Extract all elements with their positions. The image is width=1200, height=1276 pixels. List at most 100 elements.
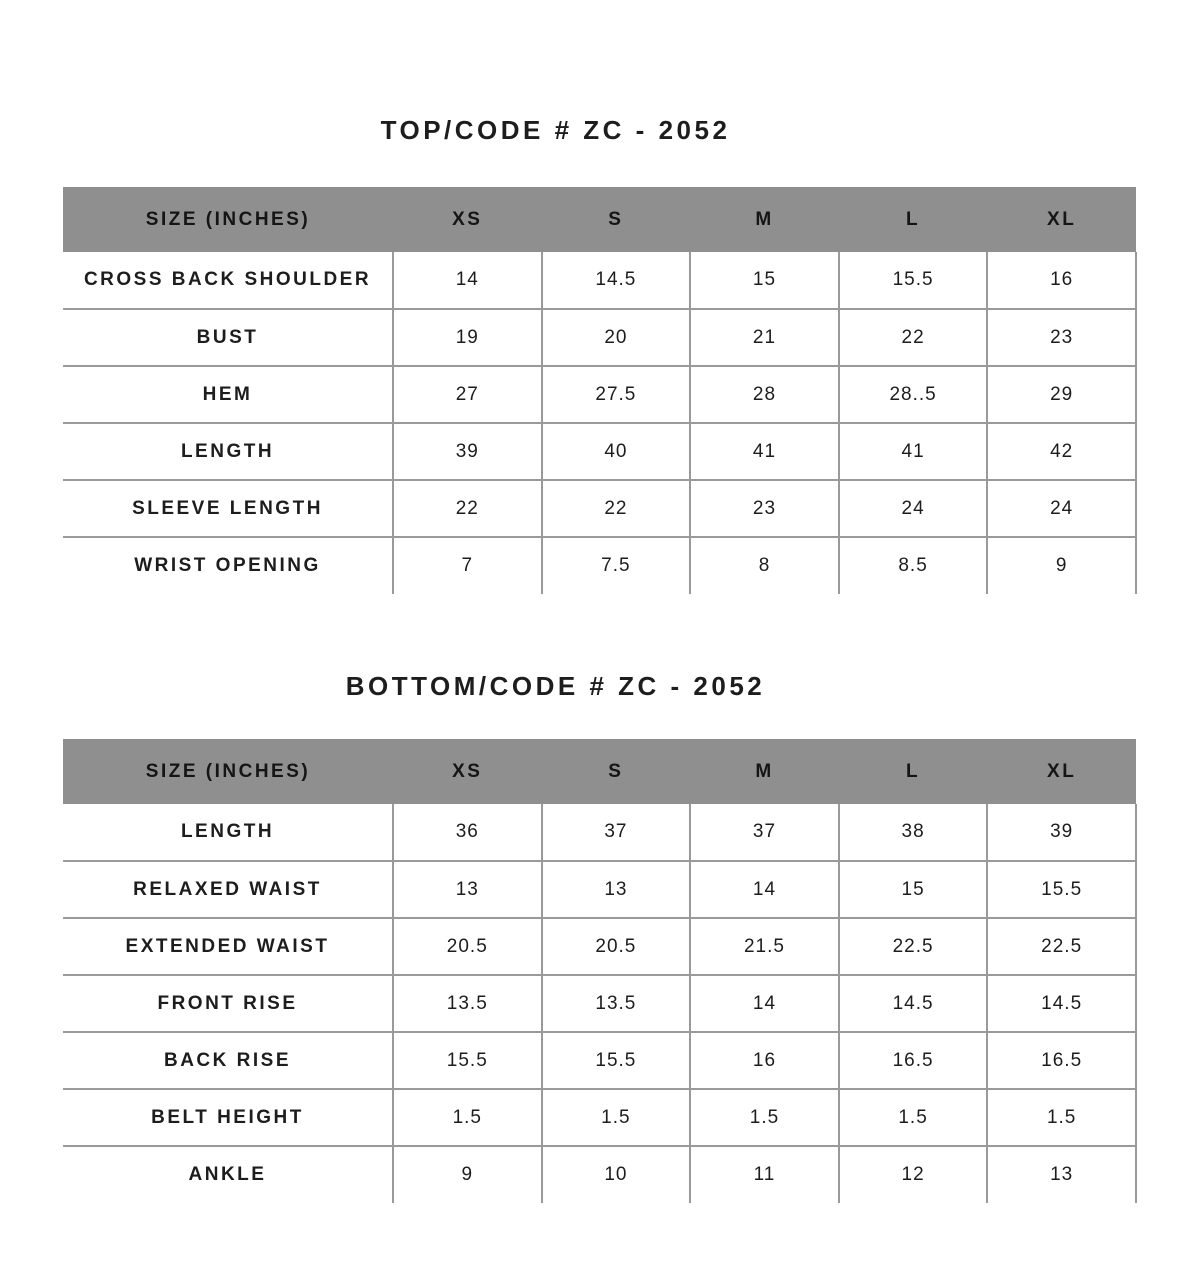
size-value-cell: 7.5 bbox=[540, 536, 691, 594]
header-cell-size-inches: SIZE (INCHES) bbox=[63, 739, 393, 804]
bottom-size-table: SIZE (INCHES) XS S M L XL LENGTH 36 37 37 38… bbox=[63, 739, 1137, 1203]
size-value-cell: 19 bbox=[392, 308, 542, 366]
row-label: ANKLE bbox=[63, 1145, 393, 1203]
size-value-cell: 15.5 bbox=[540, 1031, 691, 1089]
table-row: BACK RISE 15.5 15.5 16 16.5 16.5 bbox=[63, 1031, 1137, 1089]
header-cell-xl: XL bbox=[987, 739, 1136, 804]
size-value-cell: 22 bbox=[540, 479, 691, 537]
size-value-cell: 22 bbox=[837, 308, 988, 366]
size-value-cell: 42 bbox=[986, 422, 1137, 480]
size-value-cell: 14 bbox=[689, 860, 839, 918]
size-value-cell: 22.5 bbox=[986, 917, 1137, 975]
size-value-cell: 7 bbox=[392, 536, 542, 594]
table-row: HEM 27 27.5 28 28..5 29 bbox=[63, 365, 1137, 423]
header-cell-l: L bbox=[838, 739, 988, 804]
table-row: FRONT RISE 13.5 13.5 14 14.5 14.5 bbox=[63, 974, 1137, 1032]
size-value-cell: 21.5 bbox=[689, 917, 839, 975]
size-value-cell: 20.5 bbox=[540, 917, 691, 975]
row-label: SLEEVE LENGTH bbox=[63, 479, 393, 537]
row-label: LENGTH bbox=[180, 821, 275, 842]
row-label: BELT HEIGHT bbox=[63, 1088, 393, 1146]
header-cell-xl: XL bbox=[987, 187, 1136, 252]
size-value-cell: 14 bbox=[392, 252, 542, 309]
top-table-title: TOP/CODE # ZC - 2052 bbox=[380, 115, 731, 145]
size-value-cell: 41 bbox=[689, 422, 839, 480]
size-value-cell: 14.5 bbox=[837, 974, 988, 1032]
size-value-cell: 14 bbox=[689, 974, 839, 1032]
size-value-cell: 16.5 bbox=[837, 1031, 988, 1089]
row-label: BUST bbox=[63, 308, 393, 366]
table-row: BUST 19 20 21 22 23 bbox=[63, 308, 1137, 366]
size-value-cell: 14.5 bbox=[540, 252, 691, 309]
size-value-cell: 1.5 bbox=[837, 1088, 988, 1146]
top-table-header: SIZE (INCHES) XS S M L XL bbox=[63, 187, 1136, 252]
size-value-cell: 36 bbox=[392, 804, 542, 861]
size-value-cell: 27 bbox=[392, 365, 542, 423]
row-label: EXTENDED WAIST bbox=[63, 917, 393, 975]
bottom-table-body: LENGTH 36 37 37 38 39 RELAXED WAIST 13 13 14 15 15.… bbox=[63, 804, 1137, 1203]
bottom-table-header: SIZE (INCHES) XS S M L XL bbox=[63, 739, 1136, 804]
row-label: HEM bbox=[63, 365, 393, 423]
size-value-cell: 38 bbox=[837, 804, 988, 861]
size-value-cell: 37 bbox=[540, 804, 691, 861]
size-value-cell: 23 bbox=[689, 479, 839, 537]
size-value-cell: 9 bbox=[986, 536, 1137, 594]
table-row: ANKLE 9 10 11 12 13 bbox=[63, 1145, 1137, 1203]
size-value-cell: 37 bbox=[689, 804, 839, 861]
row-label: BACK RISE bbox=[63, 1031, 393, 1089]
size-value-cell: 23 bbox=[986, 308, 1137, 366]
size-value-cell: 15 bbox=[689, 252, 839, 309]
size-value-cell: 13 bbox=[986, 1145, 1137, 1203]
size-value-cell: 16 bbox=[689, 1031, 839, 1089]
size-value-cell: 1.5 bbox=[540, 1088, 691, 1146]
table-row: LENGTH 36 37 37 38 39 bbox=[63, 804, 1137, 861]
size-value-cell: 15.5 bbox=[986, 860, 1137, 918]
top-table-body: CROSS BACK SHOULDER 14 14.5 15 15.5 16 BUST 19 2… bbox=[63, 252, 1137, 594]
size-value-cell: 20.5 bbox=[392, 917, 542, 975]
size-value-cell: 29 bbox=[986, 365, 1137, 423]
top-size-table: SIZE (INCHES) XS S M L XL CROSS BACK SHO… bbox=[63, 187, 1137, 594]
header-cell-xs: XS bbox=[393, 739, 542, 804]
size-value-cell: 39 bbox=[392, 422, 542, 480]
size-value-cell: 20 bbox=[540, 308, 691, 366]
header-cell-l: L bbox=[838, 187, 988, 252]
size-value-cell: 28 bbox=[689, 365, 839, 423]
size-value-cell: 12 bbox=[837, 1145, 988, 1203]
size-value-cell: 15 bbox=[837, 860, 988, 918]
size-value-cell: 22 bbox=[392, 479, 542, 537]
header-cell-m: M bbox=[690, 739, 839, 804]
bottom-table-title-wrap: BOTTOM/CODE # ZC - 2052 bbox=[63, 673, 1136, 699]
size-value-cell: 13.5 bbox=[540, 974, 691, 1032]
table-row: SLEEVE LENGTH 22 22 23 24 24 bbox=[63, 479, 1137, 537]
size-value-cell: 39 bbox=[986, 804, 1137, 861]
size-value-cell: 16.5 bbox=[986, 1031, 1137, 1089]
size-value-cell: 27.5 bbox=[540, 365, 691, 423]
row-label: LENGTH bbox=[63, 422, 393, 480]
table-row: WRIST OPENING 7 7.5 8 8.5 9 bbox=[63, 536, 1137, 594]
size-value-cell: 13.5 bbox=[392, 974, 542, 1032]
size-value-cell: 16 bbox=[986, 252, 1137, 309]
row-label: CROSS BACK SHOULDER bbox=[83, 269, 372, 290]
table-row: BELT HEIGHT 1.5 1.5 1.5 1.5 1.5 bbox=[63, 1088, 1137, 1146]
size-value-cell: 21 bbox=[689, 308, 839, 366]
size-value-cell: 13 bbox=[392, 860, 542, 918]
size-value-cell: 41 bbox=[837, 422, 988, 480]
row-label: RELAXED WAIST bbox=[63, 860, 393, 918]
header-cell-s: S bbox=[541, 739, 691, 804]
header-cell-size-inches: SIZE (INCHES) bbox=[63, 187, 393, 252]
table-row: RELAXED WAIST 13 13 14 15 15.5 bbox=[63, 860, 1137, 918]
size-value-cell: 8 bbox=[689, 536, 839, 594]
size-value-cell: 1.5 bbox=[689, 1088, 839, 1146]
header-row: SIZE (INCHES) XS S M L XL bbox=[63, 187, 1136, 252]
size-value-cell: 10 bbox=[540, 1145, 691, 1203]
size-value-cell: 9 bbox=[392, 1145, 542, 1203]
size-value-cell: 15.5 bbox=[837, 252, 988, 309]
top-table-title-wrap: TOP/CODE # ZC - 2052 bbox=[63, 117, 1136, 143]
size-value-cell: 1.5 bbox=[392, 1088, 542, 1146]
size-value-cell: 40 bbox=[540, 422, 691, 480]
header-cell-xs: XS bbox=[393, 187, 542, 252]
header-row: SIZE (INCHES) XS S M L XL bbox=[63, 739, 1136, 804]
size-value-cell: 22.5 bbox=[837, 917, 988, 975]
header-cell-s: S bbox=[541, 187, 691, 252]
